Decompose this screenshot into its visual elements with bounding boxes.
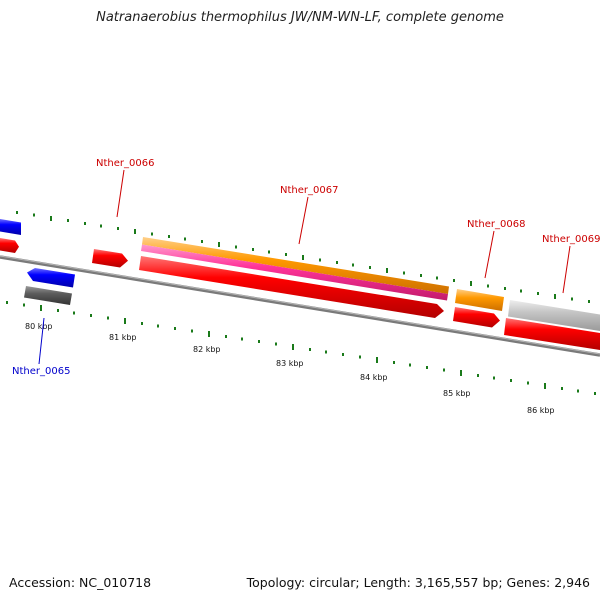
gene-label-Nther_0069[interactable]: Nther_0069	[542, 234, 600, 245]
ruler-label-81: 81 kbp	[109, 333, 137, 342]
ruler-label-84: 84 kbp	[360, 373, 388, 382]
topology-text: Topology: circular; Length: 3,165,557 bp…	[246, 575, 590, 590]
leader-Nther_0066	[116, 169, 125, 218]
gene-Nther_0065-cds[interactable]	[27, 268, 75, 288]
gene-cds-forward-red[interactable]	[0, 238, 19, 253]
gene-Nther_0065-gene[interactable]	[24, 286, 72, 305]
gene-label-leaders	[38, 169, 571, 365]
gene-label-Nther_0066[interactable]: Nther_0066	[96, 158, 154, 169]
ruler-label-85: 85 kbp	[443, 389, 471, 398]
gene-labels: Nther_0065 Nther_0066 Nther_0067 Nther_0…	[12, 158, 600, 377]
gene-Nther_0067-gene[interactable]	[142, 237, 449, 294]
gene-Nther_0068-cds[interactable]	[453, 307, 500, 328]
leader-Nther_0068	[484, 230, 495, 279]
ruler-label-86: 86 kbp	[527, 406, 555, 415]
gene-Nther_0069-cds[interactable]	[504, 318, 600, 350]
gene-Nther_0069-gene[interactable]	[508, 300, 600, 331]
lower-tick-row	[6, 301, 596, 395]
ruler-label-83: 83 kbp	[276, 359, 304, 368]
gene-features	[0, 219, 600, 350]
gene-Nther_0067-rna[interactable]	[141, 244, 448, 301]
gene-Nther_0067-cds[interactable]	[139, 256, 444, 318]
ruler-labels: 80 kbp 81 kbp 82 kbp 83 kbp 84 kbp 85 kb…	[25, 322, 555, 415]
accession-text: Accession: NC_010718	[9, 575, 152, 590]
map-title: Natranaerobius thermophilus JW/NM-WN-LF,…	[96, 10, 504, 25]
gene-label-Nther_0065[interactable]: Nther_0065	[12, 366, 70, 377]
ruler-label-82: 82 kbp	[193, 345, 221, 354]
ruler-label-80: 80 kbp	[25, 322, 53, 331]
genome-backbone-highlight	[0, 255, 600, 355]
gene-Nther_0068-gene[interactable]	[455, 289, 504, 311]
leader-Nther_0069	[562, 245, 571, 294]
genome-backbone	[0, 255, 600, 357]
leader-Nther_0065	[38, 317, 45, 365]
gene-cds-reverse-blue[interactable]	[0, 219, 21, 235]
upper-tick-row	[16, 211, 590, 303]
gene-Nther_0066-cds[interactable]	[92, 249, 128, 268]
leader-Nther_0067	[298, 196, 309, 245]
gene-label-Nther_0068[interactable]: Nther_0068	[467, 219, 525, 230]
gene-label-Nther_0067[interactable]: Nther_0067	[280, 185, 338, 196]
